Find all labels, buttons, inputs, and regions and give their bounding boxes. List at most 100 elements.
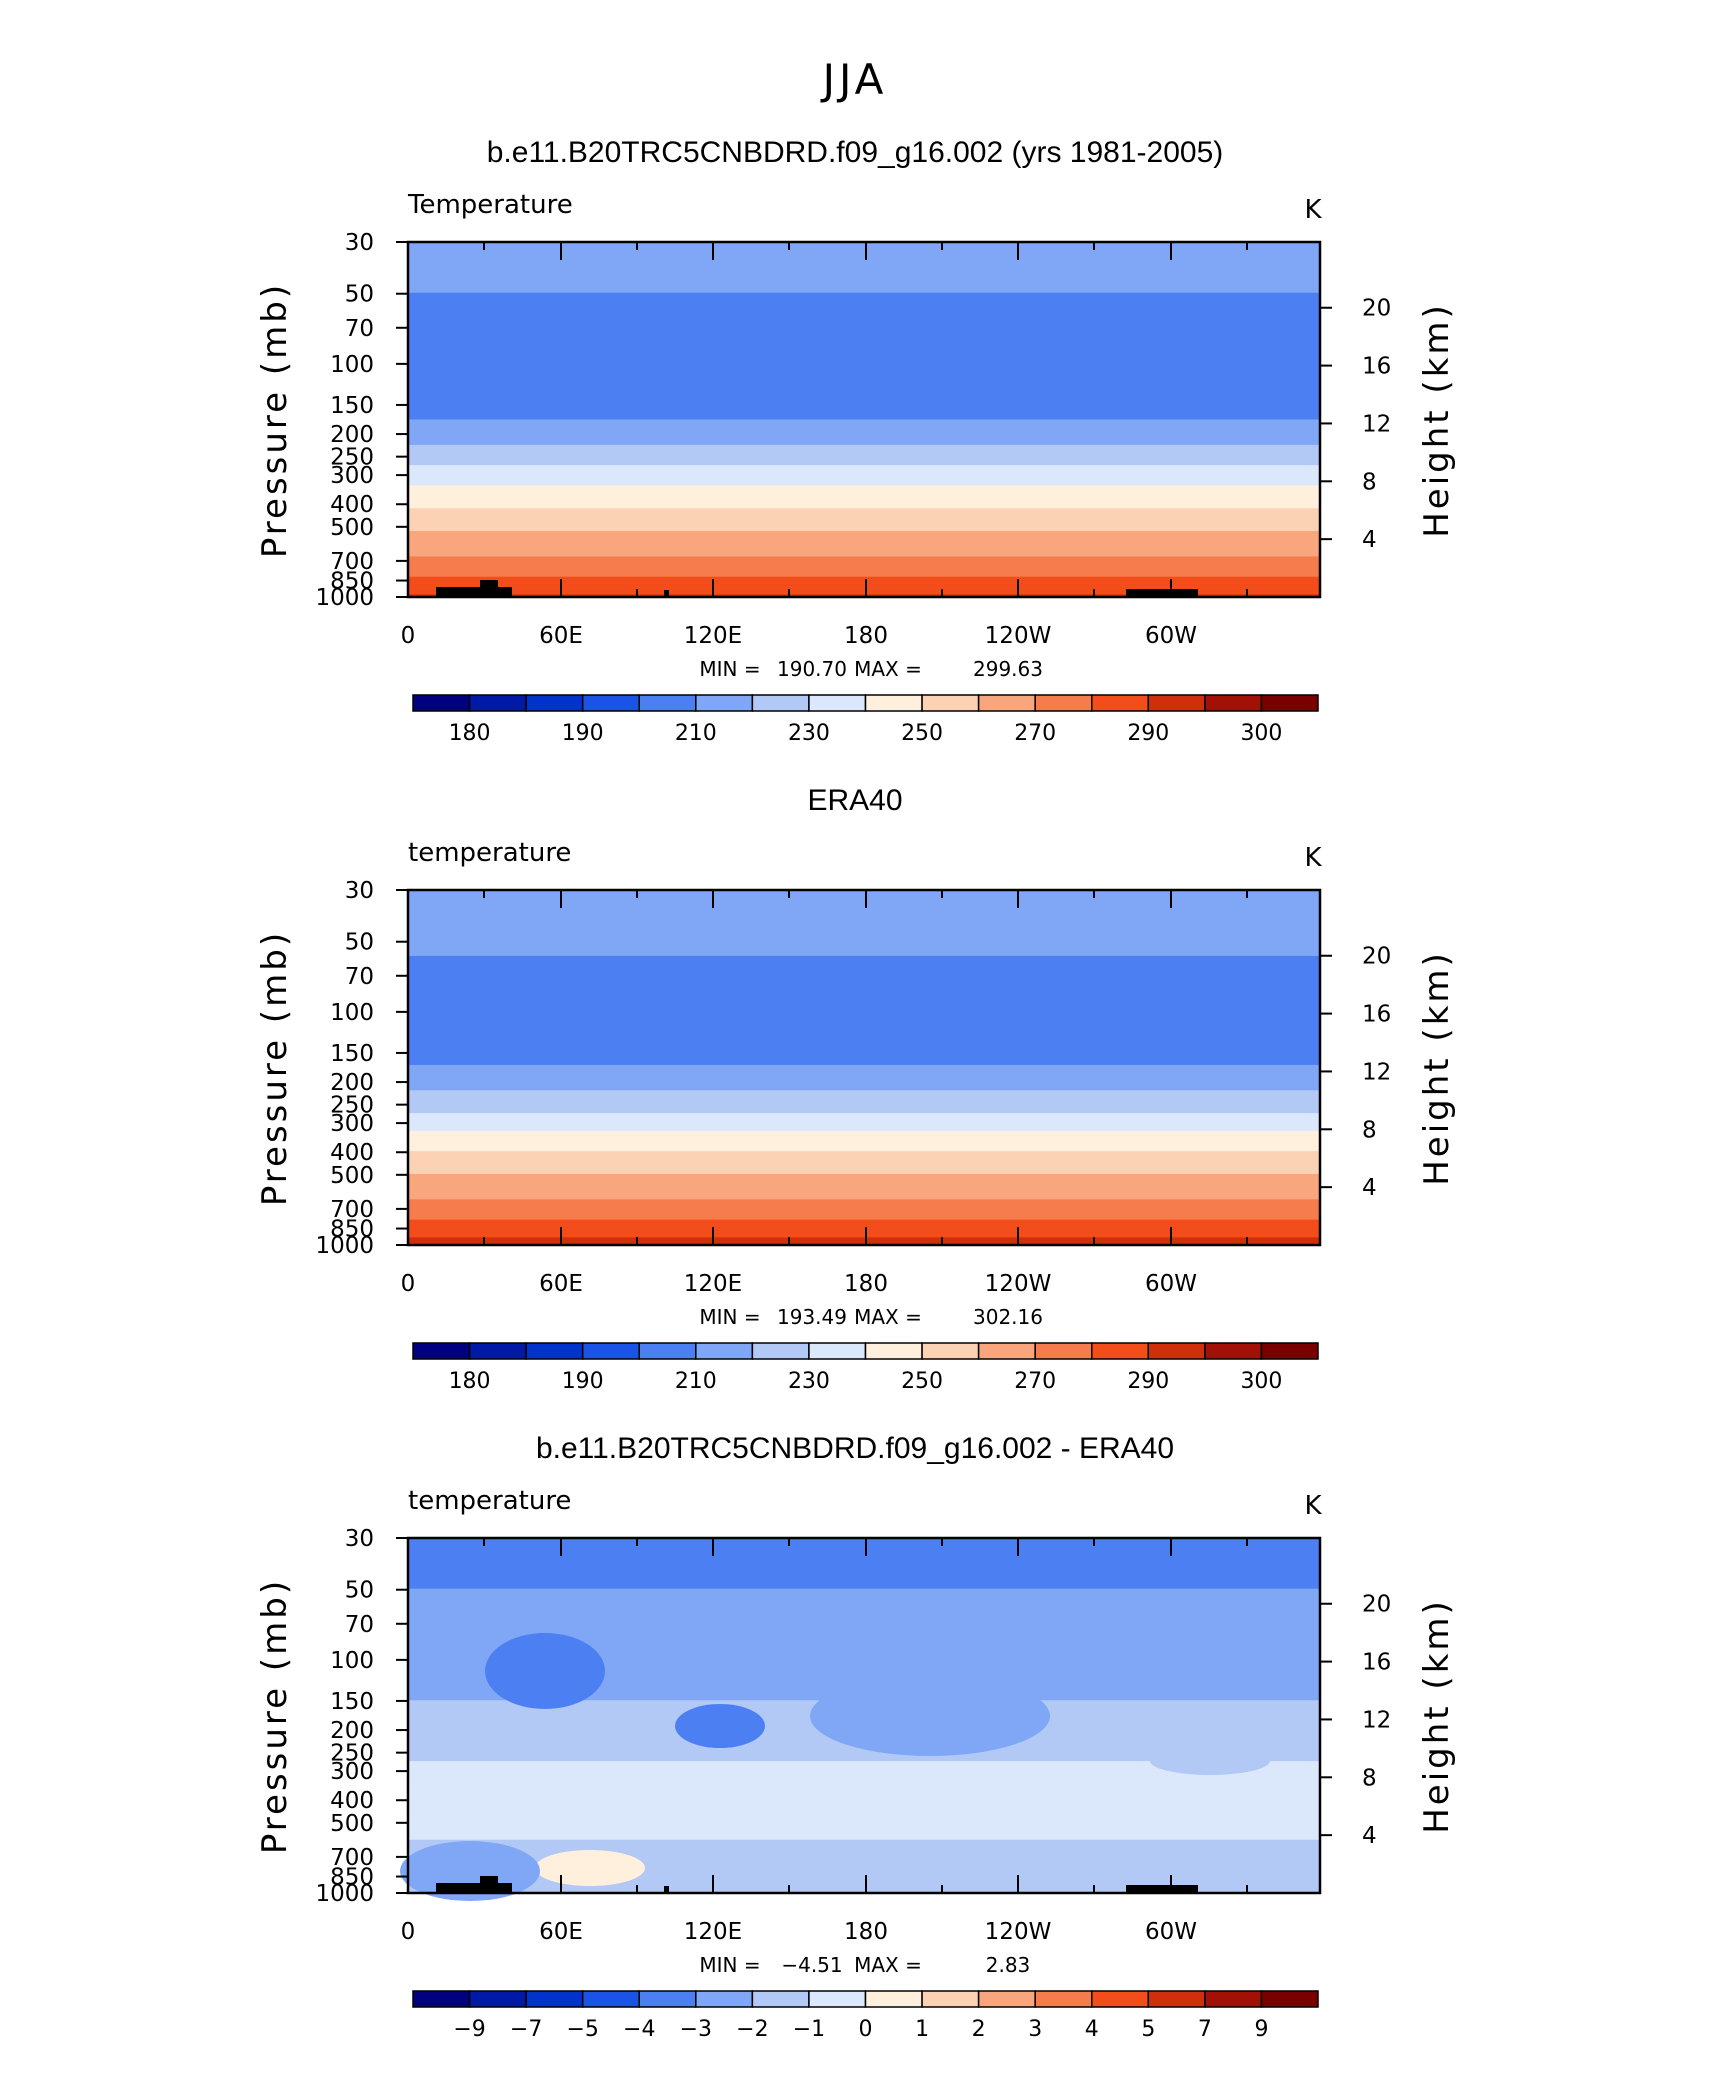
y-tick-label: 30 [345,1526,374,1552]
contour-band [408,1171,1320,1175]
contour-band [408,971,1320,975]
contour-band [408,1563,1320,1567]
contour-band [408,361,1320,365]
y-axis-right-label: Height (km) [1417,950,1457,1186]
y-right-tick-label: 16 [1362,354,1391,380]
y-right-tick-label: 4 [1362,527,1377,553]
contour-band [408,1224,1320,1228]
contour-band [408,902,1320,906]
contour-band [408,905,1320,909]
y-tick-label: 500 [330,1163,374,1189]
y-tick-label: 100 [330,1000,374,1026]
contour-band [408,467,1320,471]
contour-band [408,569,1320,573]
x-tick-label: 60E [539,1271,583,1297]
contour-band [408,444,1320,448]
y-tick-label: 850 [330,1865,374,1891]
y-axis-label: Pressure (mb) [255,930,295,1206]
min-value: −4.51 [781,1953,842,1977]
contour-band [408,1212,1320,1216]
contour-band [408,953,1320,957]
colorbar-box [921,1990,980,2008]
contour-band [408,1801,1320,1805]
contour-band [408,274,1320,279]
contour-band [408,1103,1320,1107]
colorbar-label: 0 [859,2017,873,2042]
contour-band [408,401,1320,405]
contour-band [408,495,1320,499]
contour-band [408,948,1320,952]
contour-band [408,1647,1320,1651]
contour-band [408,1614,1320,1618]
contour-band [408,381,1320,385]
contour-field [400,1538,1320,1901]
colorbar-box [1091,694,1150,712]
contour-band [408,439,1320,443]
contour-band [408,1568,1320,1572]
units-label: K [1304,843,1322,873]
topography-block [480,580,498,597]
colorbar-box [638,694,697,712]
x-tick-label: 60E [539,1919,583,1945]
contour-band [408,925,1320,929]
contour-band [408,1110,1320,1114]
contour-band [408,1128,1320,1132]
contour-band [408,1204,1320,1208]
contour-band [408,1789,1320,1793]
contour-band [408,920,1320,924]
contour-band [408,280,1320,284]
panel-title: b.e11.B20TRC5CNBDRD.f09_g16.002 - ERA40 [536,1432,1174,1465]
colorbar-label: −5 [566,2017,598,2042]
colorbar-label: 250 [901,721,943,746]
colorbar-box [808,1990,867,2008]
contour-band [408,1674,1320,1679]
y-tick-label: 400 [330,492,374,518]
topography-block [480,1876,498,1893]
contour-band [408,1100,1320,1104]
colorbar-label: 290 [1127,1369,1169,1394]
contour-band [408,1882,1320,1886]
contour-band [408,978,1320,982]
colorbar-box [977,694,1036,712]
contour-band [408,1555,1320,1559]
contour-band [408,384,1320,388]
contour-band [408,1667,1320,1671]
contour-band [408,457,1320,461]
contour-band [408,419,1320,423]
y-tick-label: 50 [345,930,374,956]
contour-band [408,1570,1320,1575]
contour-band [408,574,1320,578]
contour-band [408,1120,1320,1124]
contour-band [408,422,1320,426]
contour-band [408,409,1320,413]
contour-band [408,1842,1320,1846]
contour-band [408,1004,1320,1008]
y-right-tick-label: 8 [1362,1765,1377,1791]
contour-band [408,1176,1320,1180]
contour-band [408,1105,1320,1109]
colorbar-box [412,694,471,712]
contour-band [408,1560,1320,1564]
colorbar-box [468,694,527,712]
contour-band [408,988,1320,993]
colorbar-label: 190 [562,1369,604,1394]
contour-band [408,571,1320,575]
colorbar-box [1034,694,1093,712]
contour-band [408,1044,1320,1048]
contour-band [408,1768,1320,1772]
max-value: 299.63 [973,657,1043,681]
contour-band [408,475,1320,479]
contour-band [408,432,1320,436]
contour-band [408,1611,1320,1615]
contour-band [408,1148,1320,1152]
colorbar-box [1091,1990,1150,2008]
contour-band [408,1181,1320,1185]
contour-band [408,553,1320,558]
y-tick-label: 150 [330,393,374,419]
contour-band [408,561,1320,565]
contour-band [408,1057,1320,1061]
contour-band [408,254,1320,258]
colorbar-box [1260,694,1319,712]
y-tick-label: 700 [330,1845,374,1871]
contour-band [408,1624,1320,1628]
